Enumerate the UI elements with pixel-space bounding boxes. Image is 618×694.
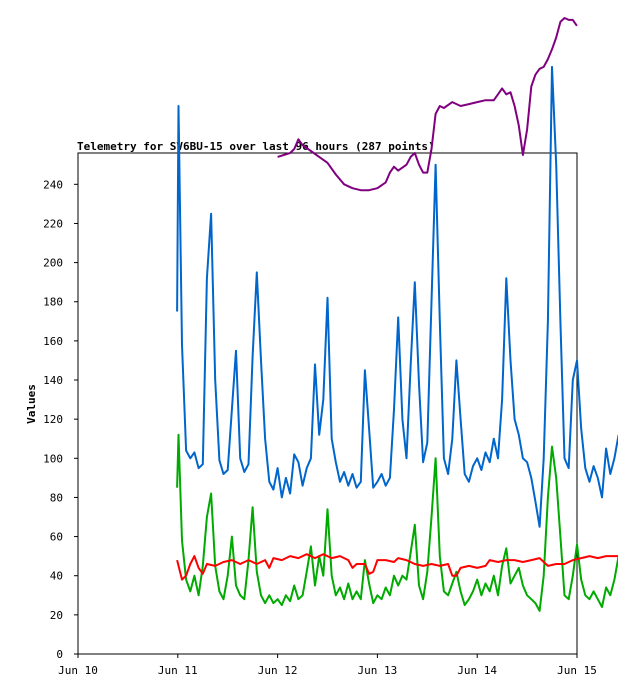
plot-area-frame [77,152,578,655]
x-tick-label: Jun 14 [457,664,497,677]
x-tick-label: Jun 10 [58,664,98,677]
y-tick-label: 40 [50,570,63,583]
y-tick-label: 200 [43,257,63,270]
x-tick-label: Jun 13 [358,664,398,677]
x-tick-label: Jun 12 [258,664,298,677]
chart-title: Telemetry for SV6BU-15 over last 96 hour… [77,140,435,153]
y-tick-label: 120 [43,413,63,426]
y-tick-label: 180 [43,296,63,309]
y-tick-label: 100 [43,452,63,465]
y-tick-label: 140 [43,374,63,387]
series-line-green [176,433,618,612]
y-axis-label: Values [25,384,38,424]
x-tick-label: Jun 11 [158,664,198,677]
y-tick-label: 160 [43,335,63,348]
series-line-blue [176,65,618,528]
y-tick-label: 220 [43,217,63,230]
y-tick-label: 0 [56,648,63,661]
series-line-purple [277,17,578,192]
y-tick-label: 20 [50,609,63,622]
x-tick-label: Jun 15 [557,664,597,677]
y-tick-label: 240 [43,178,63,191]
y-tick-label: 80 [50,491,63,504]
y-tick-label: 60 [50,531,63,544]
series-line-red [176,553,618,581]
